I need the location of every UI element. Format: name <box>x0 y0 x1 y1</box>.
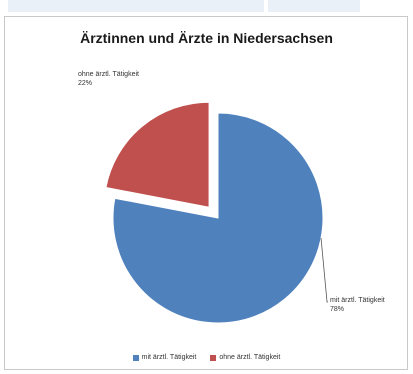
slice-label-ohne: ohne ärztl. Tätigkeit 22% <box>78 70 139 88</box>
top-cell-left <box>8 0 264 12</box>
slice-label-ohne-name: ohne ärztl. Tätigkeit <box>78 71 139 78</box>
legend-item-ohne: ohne ärztl. Tätigkeit <box>210 354 280 361</box>
slice-label-ohne-value: 22% <box>78 80 93 87</box>
pie-slice-mit <box>112 112 324 324</box>
pie-slice-ohne <box>105 101 210 208</box>
legend-label-mit: mit ärztl. Tätigkeit <box>141 354 197 361</box>
chart-title: Ärztinnen und Ärzte in Niedersachsen <box>80 30 333 46</box>
leader-line-mit <box>320 238 328 303</box>
top-cell-right <box>268 0 360 12</box>
top-strip <box>0 0 413 14</box>
slice-label-mit-name: mit ärztl. Tätigkeit <box>330 297 385 304</box>
legend-swatch-ohne <box>210 354 217 361</box>
slice-label-mit-value: 78% <box>330 306 345 313</box>
legend-label-ohne: ohne ärztl. Tätigkeit <box>219 354 281 361</box>
slice-label-mit: mit ärztl. Tätigkeit 78% <box>330 296 385 314</box>
legend-item-mit: mit ärztl. Tätigkeit <box>132 354 197 361</box>
chart-legend: mit ärztl. Tätigkeit ohne ärztl. Tätigke… <box>0 354 413 361</box>
legend-swatch-mit <box>132 354 139 361</box>
